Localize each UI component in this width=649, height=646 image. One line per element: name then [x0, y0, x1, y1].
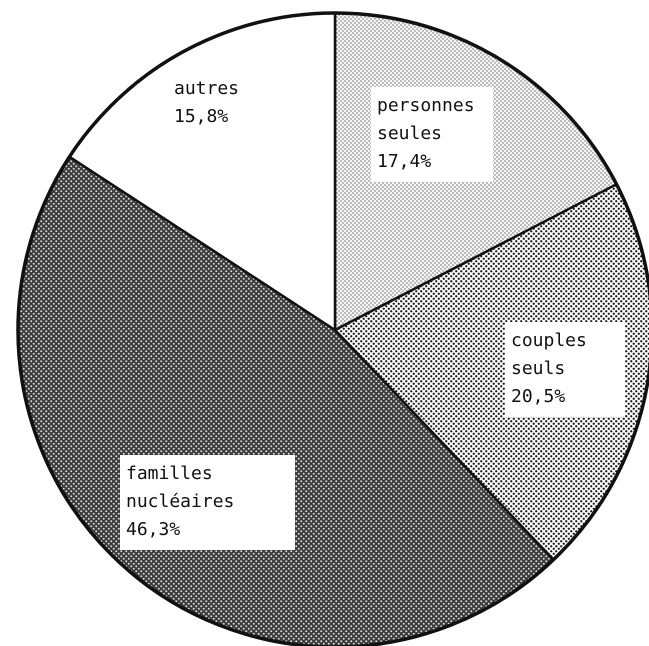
pie-outline — [16, 11, 649, 646]
slice-label-background — [371, 87, 493, 182]
slice-value-label: 17,4% — [377, 151, 431, 172]
slice-label-2: familles nucléaires 46,3% — [120, 455, 295, 550]
slice-category-label: seuls — [511, 358, 565, 379]
slice-category-label: autres — [174, 78, 239, 99]
slice-value-label: 20,5% — [511, 386, 565, 407]
slice-value-label: 15,8% — [174, 106, 228, 127]
slice-category-label: seules — [377, 123, 442, 144]
slice-category-label: personnes — [377, 95, 475, 116]
slice-label-3: autres 15,8% — [168, 70, 268, 140]
slice-label-1: couples seuls 20,5% — [505, 322, 625, 417]
slice-category-label: couples — [511, 330, 587, 351]
slice-label-background — [505, 322, 625, 417]
slice-label-background — [168, 70, 268, 140]
slice-value-label: 46,3% — [126, 519, 180, 540]
slice-category-label: nucléaires — [126, 491, 234, 512]
slice-label-0: personnes seules 17,4% — [371, 87, 493, 182]
slice-category-label: familles — [126, 463, 213, 484]
slice-label-background — [120, 455, 295, 550]
pie-labels: personnes seules 17,4% couples seuls 20,5% fam… — [120, 70, 625, 550]
